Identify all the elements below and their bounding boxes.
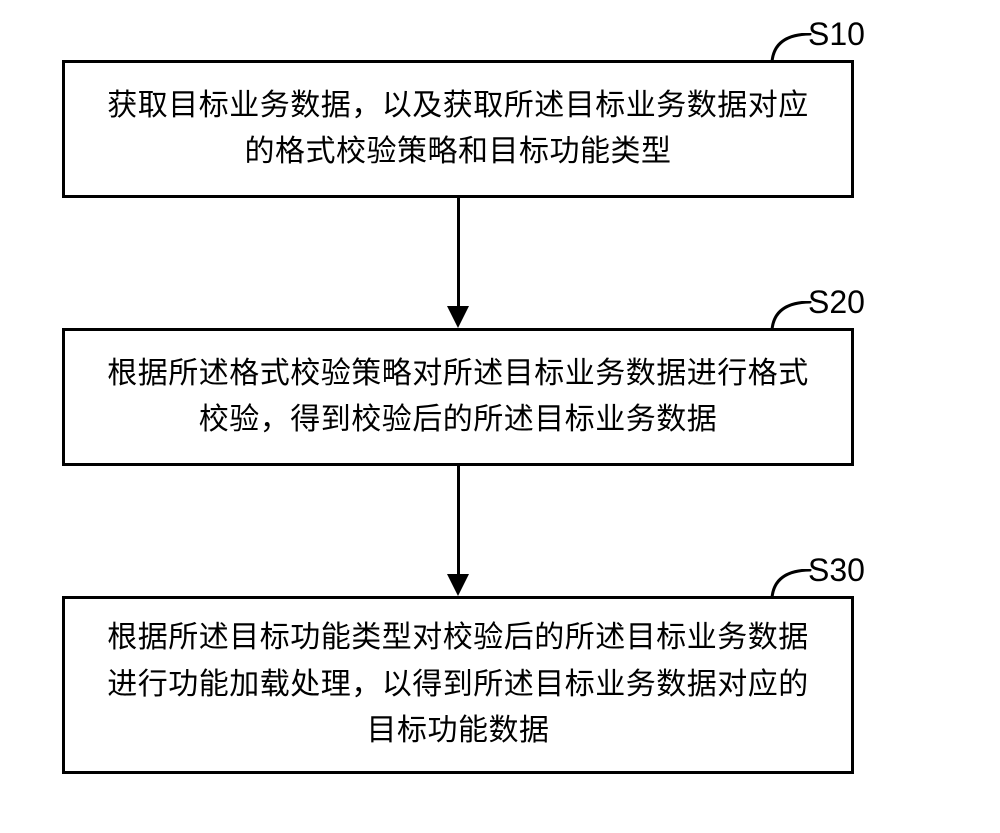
flow-node-label: 根据所述目标功能类型对校验后的所述目标业务数据进行功能加载处理，以得到所述目标业… [93,615,823,755]
flow-node-s30: 根据所述目标功能类型对校验后的所述目标业务数据进行功能加载处理，以得到所述目标业… [62,596,854,774]
arrow-s10-s20-head [447,306,469,328]
flow-node-label: 获取目标业务数据，以及获取所述目标业务数据对应的格式校验策略和目标功能类型 [93,83,823,176]
flow-node-s20: 根据所述格式校验策略对所述目标业务数据进行格式校验，得到校验后的所述目标业务数据 [62,328,854,466]
step-tag-s20: S20 [808,284,865,321]
flow-node-s10: 获取目标业务数据，以及获取所述目标业务数据对应的格式校验策略和目标功能类型 [62,60,854,198]
leader-curve-s30 [770,569,812,599]
step-tag-s30: S30 [808,552,865,589]
flowchart-canvas: 获取目标业务数据，以及获取所述目标业务数据对应的格式校验策略和目标功能类型 S1… [0,0,1000,833]
step-tag-s10: S10 [808,16,865,53]
arrow-s10-s20-shaft [457,198,460,306]
leader-curve-s20 [770,301,812,331]
arrow-s20-s30-shaft [457,466,460,574]
flow-node-label: 根据所述格式校验策略对所述目标业务数据进行格式校验，得到校验后的所述目标业务数据 [93,351,823,444]
leader-curve-s10 [770,33,812,63]
arrow-s20-s30-head [447,574,469,596]
